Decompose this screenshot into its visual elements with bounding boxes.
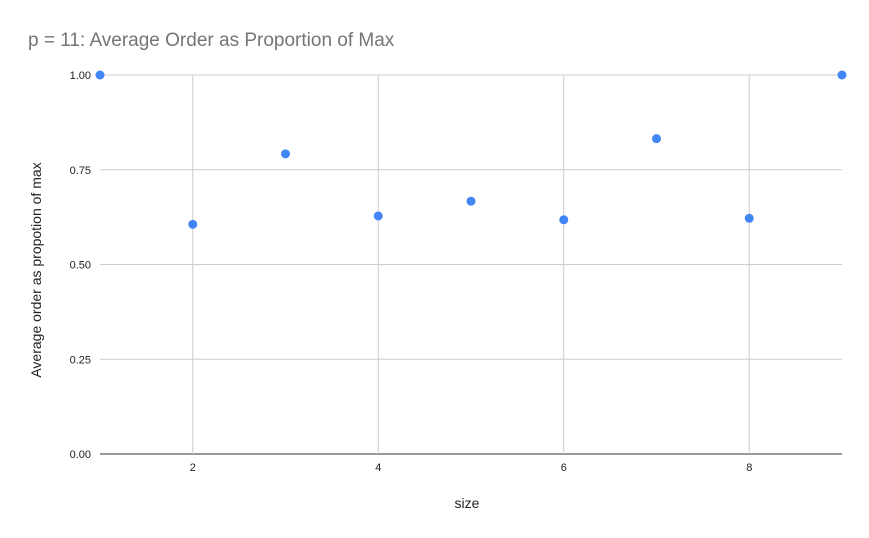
data-point [652,134,661,144]
data-points [95,70,847,229]
data-point [281,149,290,159]
x-tick-label: 4 [375,462,381,474]
data-point [466,196,476,206]
x-axis-label: size [455,495,480,511]
y-tick-label: 0.00 [70,449,91,461]
x-tick-label: 6 [561,462,567,474]
y-axis-label: Average order as propotion of max [28,162,44,377]
tick-labels: 0.00 0.25 0.50 0.75 1.00 2 4 6 8 [70,70,753,474]
data-point [373,211,383,221]
y-tick-label: 1.00 [70,70,91,82]
data-point [837,70,847,80]
chart-title: p = 11: Average Order as Proportion of M… [28,30,395,51]
grid-lines [100,74,842,455]
data-point [95,70,105,80]
x-tick-label: 8 [746,462,752,474]
y-tick-label: 0.25 [70,354,91,366]
data-point [559,215,569,225]
data-point [744,213,754,223]
y-tick-label: 0.50 [70,260,91,272]
x-tick-label: 2 [190,462,196,474]
data-point [188,219,198,229]
y-tick-label: 0.75 [70,165,91,177]
